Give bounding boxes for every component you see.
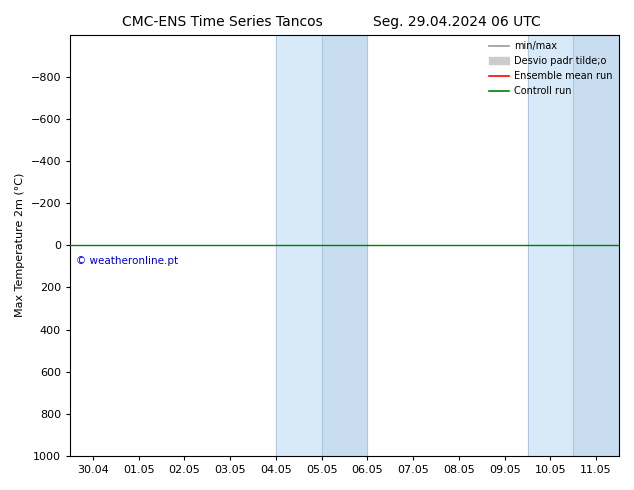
Text: CMC-ENS Time Series Tancos: CMC-ENS Time Series Tancos <box>122 15 322 29</box>
Bar <box>276 35 321 456</box>
Text: © weatheronline.pt: © weatheronline.pt <box>75 256 178 266</box>
Bar <box>573 35 619 456</box>
Legend: min/max, Desvio padr tilde;o, Ensemble mean run, Controll run: min/max, Desvio padr tilde;o, Ensemble m… <box>486 38 616 100</box>
Y-axis label: Max Temperature 2m (°C): Max Temperature 2m (°C) <box>15 173 25 318</box>
Bar <box>321 35 368 456</box>
Text: Seg. 29.04.2024 06 UTC: Seg. 29.04.2024 06 UTC <box>373 15 540 29</box>
Bar <box>527 35 573 456</box>
